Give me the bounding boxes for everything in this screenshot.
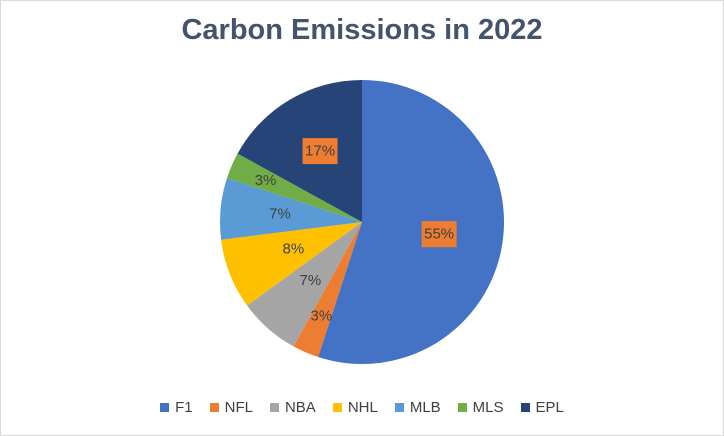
legend-item-nhl: NHL [332,398,378,416]
legend-label: F1 [175,398,193,416]
legend-swatch [332,402,342,412]
chart-title: Carbon Emissions in 2022 [181,14,543,46]
legend-label: NHL [347,398,378,416]
legend-item-nfl: NFL [209,398,253,416]
data-label-nfl: 3% [311,307,333,324]
legend-swatch [269,402,279,412]
data-label-nhl: 8% [283,241,305,258]
legend-item-nba: NBA [269,398,316,416]
data-label-mls: 3% [255,172,277,189]
data-label-box-epl [302,138,338,165]
legend-label: MLS [472,398,504,416]
pie-slice-nfl [293,222,362,358]
data-label-mlb: 7% [269,206,291,223]
data-label-box-f1 [421,221,457,248]
pie-slice-mls [226,153,362,222]
legend-item-epl: EPL [520,398,564,416]
legend-swatch [457,402,467,412]
pie-slice-nhl [221,222,362,306]
legend-item-mlb: MLB [394,398,441,416]
pie-slice-f1 [318,80,505,365]
legend-label: NBA [284,398,316,416]
legend-swatch [209,402,219,412]
pie-slice-mlb [219,178,362,240]
data-label-nba: 7% [300,272,322,289]
chart-legend: F1 NFL NBA NHL MLB MLS EPL [0,396,724,418]
data-label-f1: 55% [424,226,454,243]
data-label-epl: 17% [305,143,335,160]
legend-label: EPL [535,398,564,416]
legend-label: NFL [224,398,253,416]
legend-swatch [160,402,170,412]
legend-label: MLB [409,398,441,416]
legend-item-f1: F1 [160,399,193,416]
legend-swatch [394,402,404,412]
legend-item-mls: MLS [457,398,504,416]
pie-slice-nba [247,222,362,347]
pie-slice-epl [237,80,362,222]
legend-swatch [520,402,530,412]
